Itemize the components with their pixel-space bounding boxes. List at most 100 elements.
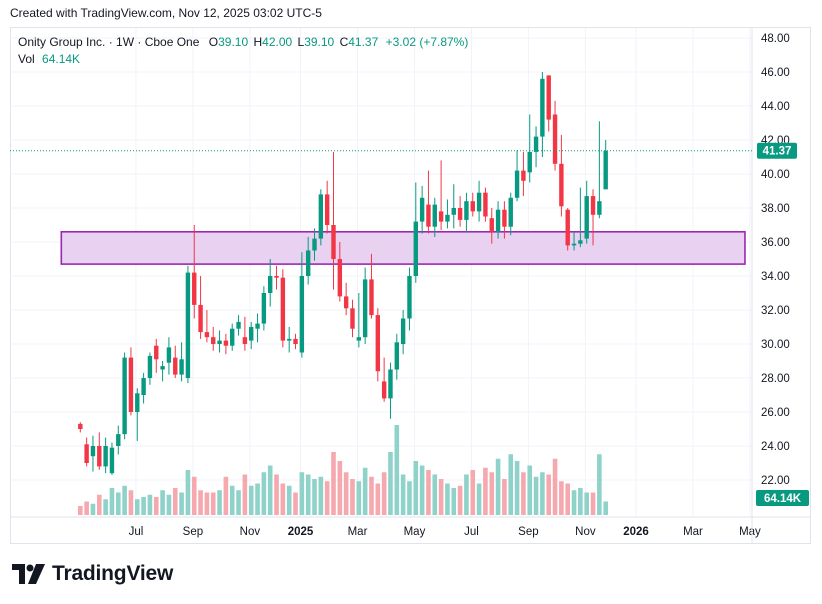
volume-label: Vol [18,52,35,66]
volume-bar [571,490,577,515]
open-value: 39.10 [218,35,249,49]
candle-body [521,170,526,181]
volume-bar [160,490,165,515]
volume-bar [356,481,362,515]
x-tick-label: Jul [129,526,144,538]
volume-value: 64.14K [42,52,81,66]
y-tick-label: 34.00 [761,271,790,283]
volume-bar [578,488,583,515]
volume-badge [756,490,809,506]
volume-bar [362,467,368,515]
volume-bar [407,481,412,515]
candle-body [97,446,102,467]
volume-bar [464,474,469,515]
volume-bar [457,485,463,515]
candle-body [381,381,387,399]
candle-body [249,327,254,341]
candle-body [160,366,165,370]
candle-body [109,447,115,474]
candle-body [584,196,589,239]
candle-body [242,337,248,344]
x-tick-label: 2025 [288,526,314,538]
volume-bar [546,474,552,515]
candle-body [495,209,501,232]
volume-bar [438,479,444,515]
volume-bar [153,497,159,515]
volume-bar [236,490,241,515]
volume-badge-label: 64.14K [764,493,802,505]
volume-bar [527,465,533,515]
volume-bar [299,472,305,515]
candle-body [426,204,431,227]
volume-bar [565,483,571,515]
candle-body [350,308,355,329]
volume-bar [223,476,229,515]
volume-bar [204,492,210,515]
last-price-badge [757,142,797,159]
candle-body [375,315,381,372]
low-value: 39.10 [304,35,335,49]
candle-body [147,355,153,378]
candle-body [103,446,108,467]
grid-lines [10,28,752,517]
candle-body [312,238,317,251]
candle-body [590,196,596,215]
volume-bar [426,470,431,515]
candle-body [318,194,324,239]
candle-body [280,277,286,341]
candle-body [185,272,191,378]
volume-bar [495,458,501,515]
volume-bar [293,492,298,515]
candle-body [128,357,134,412]
candle-body [552,114,558,164]
volume-bar [489,472,495,515]
candle-body [84,444,89,463]
volume-bar [521,472,526,515]
candle-body [255,323,260,329]
candle-body [116,434,121,446]
candle-body [457,208,463,220]
volume-bar [559,481,564,515]
volume-bar [248,485,254,515]
volume-bar [476,483,482,515]
volume-bar [540,472,545,515]
x-tick-label: Mar [348,526,368,538]
candle-body [514,170,520,198]
x-tick-label: May [739,526,761,538]
close-label: C [339,35,349,49]
candle-body [432,204,437,227]
candle-body [571,243,577,246]
volume-bar [305,474,311,515]
volume-bars [78,425,608,515]
candle-body [483,192,488,217]
y-tick-label: 32.00 [761,305,790,317]
x-tick-label: Sep [518,526,538,538]
change-value: +3.02 (+7.87%) [385,35,469,49]
x-tick-label: Nov [575,526,596,538]
volume-bar [350,479,355,515]
volume-bar [103,499,108,515]
volume-bar [337,461,343,515]
volume-bar [400,474,406,515]
candle-body [223,340,229,346]
volume-legend: Vol 64.14K [18,52,80,66]
x-tick-label: May [404,526,426,538]
volume-bar [375,483,381,515]
volume-bar [179,492,184,515]
volume-bar [172,488,178,515]
candle-body [546,75,551,120]
candle-body [438,211,444,222]
symbol-name: Onity Group Inc. · 1W · Cboe One [18,35,200,49]
x-tick-label: 2026 [623,526,649,538]
candle-body [166,347,172,363]
x-tick-label: Jul [464,526,479,538]
volume-bar [388,452,393,515]
x-tick-label: Nov [240,526,261,538]
candle-body [508,197,513,227]
candle-body [204,332,210,338]
volume-bar [502,479,507,515]
volume-bar [78,506,83,515]
volume-bar [552,458,558,515]
y-tick-label: 24.00 [761,441,790,453]
